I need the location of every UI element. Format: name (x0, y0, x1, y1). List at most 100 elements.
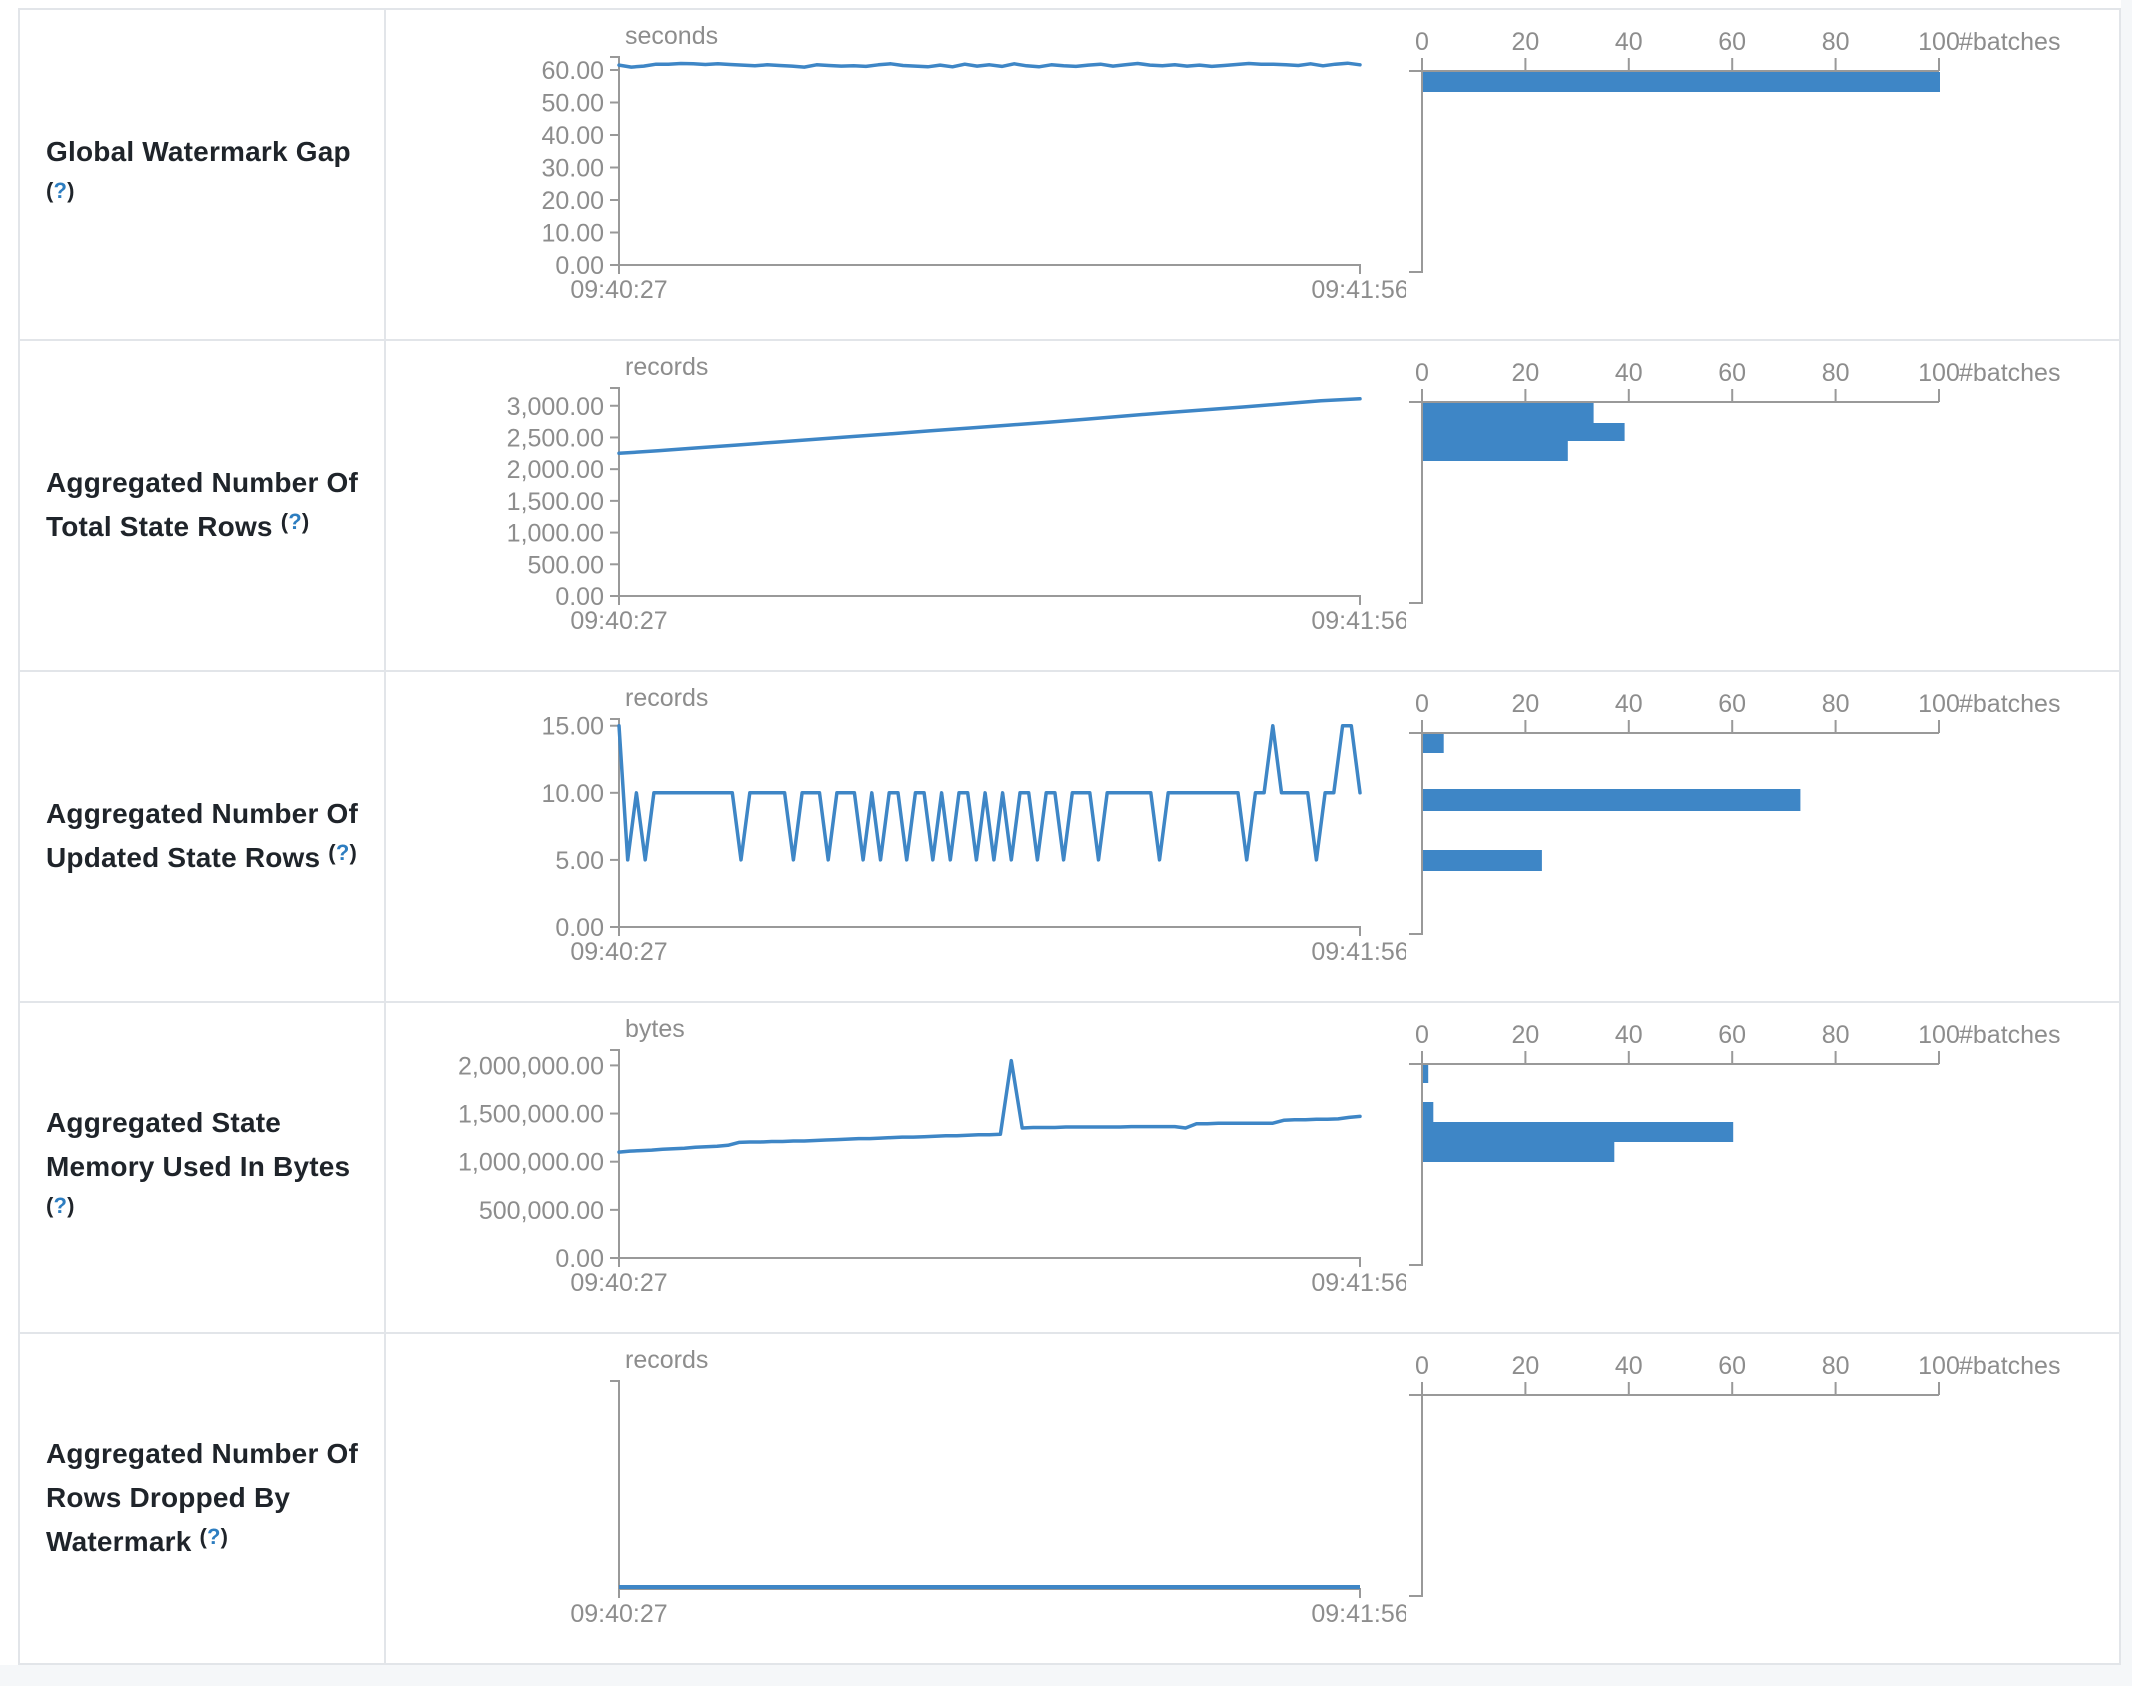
axis-tick-label: #batches (1959, 690, 2060, 718)
axis-tick-label: records (625, 353, 708, 381)
metric-label-cell: Aggregated State Memory Used In Bytes (?… (20, 1003, 386, 1332)
help-paren-open: ( (46, 177, 54, 203)
histogram-bar (1423, 403, 1594, 423)
metric-title-text: Aggregated Number Of Updated State Rows (46, 797, 359, 873)
axis-tick-label: 60 (1718, 359, 1746, 387)
axis-tick-label: 60 (1718, 28, 1746, 56)
metric-row-rows-dropped-by-watermark: Aggregated Number Of Rows Dropped By Wat… (20, 1334, 2119, 1665)
axis-tick-label: 0 (1415, 690, 1429, 718)
axis-tick-label: 50.00 (541, 90, 604, 118)
charts-cell: bytes 0.00 500,000.00 1,000,000.00 1,500,000… (386, 1003, 2119, 1332)
help-badge: (?) (328, 840, 357, 865)
help-badge: (?) (46, 178, 75, 203)
page-background-bottom (0, 1665, 2132, 1686)
page-background-right (2121, 0, 2132, 1686)
help-paren-open: ( (328, 839, 336, 865)
histogram-bar (1423, 850, 1542, 871)
histogram-bar (1423, 1142, 1615, 1162)
metric-label-cell: Aggregated Number Of Total State Rows (?… (20, 341, 386, 670)
axis-tick-label: 0.00 (555, 1245, 604, 1273)
axis-tick-label: 20 (1511, 690, 1539, 718)
axis-tick-label: 15.00 (541, 713, 604, 741)
axis-tick-label: 30.00 (541, 155, 604, 183)
help-link[interactable]: ? (207, 1523, 221, 1549)
axis-tick-label: 1,500.00 (507, 488, 604, 516)
axis-tick-label: 40 (1615, 359, 1643, 387)
metric-title-text: Global Watermark Gap (46, 135, 351, 167)
axis-tick-label: 09:40:27 (570, 938, 667, 966)
histogram-svg: 0 20 40 60 80 100 #batches (1409, 359, 2060, 604)
charts-cell: seconds 0.00 10.00 20.00 30.00 40.00 50.00 60.0… (386, 10, 2119, 339)
axis-tick-label: 40 (1615, 1021, 1643, 1049)
histogram-chart: 0 20 40 60 80 100 #batches (1406, 10, 2117, 339)
axis-tick-label: 40 (1615, 28, 1643, 56)
timeline-series-line (617, 397, 1362, 456)
axis-tick-label: 20 (1511, 1021, 1539, 1049)
axis-tick-label: 60 (1718, 1021, 1746, 1049)
metric-row-updated-state-rows: Aggregated Number Of Updated State Rows … (20, 672, 2119, 1003)
axis-tick-label: #batches (1959, 28, 2060, 56)
axis-tick-label: 09:41:56 (1311, 607, 1406, 635)
metric-title: Aggregated State Memory Used In Bytes (?… (46, 1101, 362, 1235)
help-paren-close: ) (67, 1192, 75, 1218)
histogram-svg: 0 20 40 60 80 100 #batches (1409, 690, 2060, 935)
axis-tick-label: 60 (1718, 690, 1746, 718)
axis-tick-label: 80 (1822, 690, 1850, 718)
axis-tick-label: 09:40:27 (570, 1600, 667, 1628)
axis-tick-label: 0 (1415, 28, 1429, 56)
axis-tick-label: 20 (1511, 1352, 1539, 1380)
histogram-bar (1423, 734, 1444, 753)
axis-tick-label: 2,000,000.00 (458, 1052, 604, 1080)
histogram-bar (1423, 1065, 1429, 1083)
axis-tick-label: 0 (1415, 1352, 1429, 1380)
help-link[interactable]: ? (288, 508, 302, 534)
axis-tick-label: 0 (1415, 1021, 1429, 1049)
help-badge: (?) (281, 509, 310, 534)
axis-tick-label: 3,000.00 (507, 393, 604, 421)
metric-row-total-state-rows: Aggregated Number Of Total State Rows (?… (20, 341, 2119, 672)
histogram-svg: 0 20 40 60 80 100 #batches (1409, 28, 2060, 273)
histogram-svg: 0 20 40 60 80 100 #batches (1409, 1021, 2060, 1266)
timeline-chart: bytes 0.00 500,000.00 1,000,000.00 1,500,000… (386, 1003, 1409, 1332)
timeline-series-line (617, 61, 1362, 69)
help-paren-close: ) (67, 177, 75, 203)
histogram-bar (1423, 72, 1940, 92)
help-badge: (?) (199, 1524, 228, 1549)
help-paren-open: ( (46, 1192, 54, 1218)
axis-tick-label: 0.00 (555, 583, 604, 611)
metric-label-cell: Global Watermark Gap (?) (20, 10, 386, 339)
timeline-series-line (617, 1058, 1362, 1154)
metric-title-text: Aggregated Number Of Total State Rows (46, 466, 359, 542)
axis-tick-label: 1,500,000.00 (458, 1101, 604, 1129)
charts-cell: records 0.00 500.00 1,000.00 1,500.00 2,000.0… (386, 341, 2119, 670)
timeline-chart: seconds 0.00 10.00 20.00 30.00 40.00 50.00 60.0… (386, 10, 1408, 339)
timeline-svg: seconds 0.00 10.00 20.00 30.00 40.00 50.00 60.0… (541, 22, 1408, 304)
help-link[interactable]: ? (53, 177, 68, 203)
axis-tick-label: 40.00 (541, 122, 604, 150)
help-link[interactable]: ? (53, 1192, 68, 1218)
axis-tick-label: 09:41:56 (1311, 276, 1406, 304)
axis-tick-label: 09:40:27 (570, 1269, 667, 1297)
metric-title: Aggregated Number Of Total State Rows (?… (46, 461, 362, 551)
axis-tick-label: records (625, 1346, 708, 1374)
histogram-bar (1423, 441, 1568, 461)
metric-row-state-memory-bytes: Aggregated State Memory Used In Bytes (?… (20, 1003, 2119, 1334)
axis-tick-label: 20 (1511, 359, 1539, 387)
help-paren-open: ( (280, 508, 289, 534)
help-paren-open: ( (199, 1523, 208, 1549)
axis-tick-label: seconds (625, 22, 718, 50)
axis-tick-label: 10.00 (541, 220, 604, 248)
histogram-chart: 0 20 40 60 80 100 #batches (1406, 1003, 2117, 1332)
histogram-svg: 0 20 40 60 80 100 #batches (1409, 1352, 2060, 1597)
axis-tick-label: 60 (1718, 1352, 1746, 1380)
axis-tick-label: 80 (1822, 359, 1850, 387)
metric-label-cell: Aggregated Number Of Updated State Rows … (20, 672, 386, 1001)
axis-tick-label: 20.00 (541, 187, 604, 215)
axis-tick-label: 0.00 (555, 914, 604, 942)
axis-tick-label: 100 (1918, 1021, 1960, 1049)
axis-tick-label: #batches (1959, 359, 2060, 387)
help-badge: (?) (46, 1193, 75, 1218)
help-link[interactable]: ? (335, 839, 350, 865)
axis-tick-label: 5.00 (555, 847, 604, 875)
histogram-bar (1423, 1122, 1734, 1142)
